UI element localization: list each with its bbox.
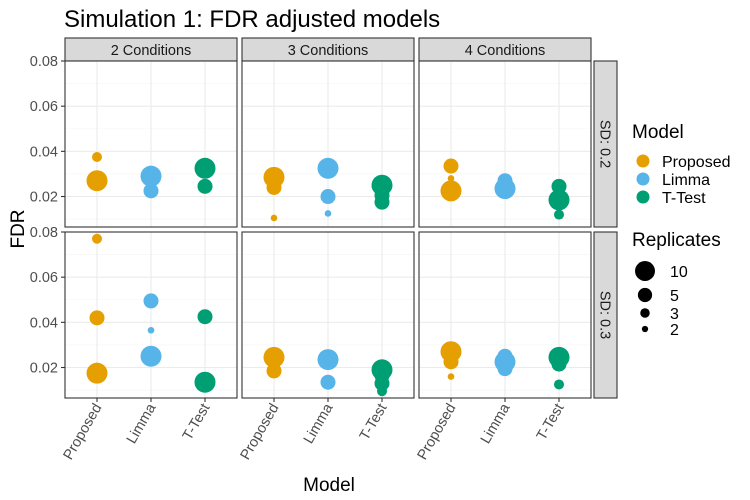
data-point xyxy=(89,310,105,326)
data-point xyxy=(443,158,459,174)
data-point xyxy=(320,189,336,205)
data-point xyxy=(551,356,567,372)
facet-strip-label: 4 Conditions xyxy=(465,43,546,59)
data-point xyxy=(197,178,213,194)
data-point xyxy=(266,363,282,379)
facet-strip-label: 2 Conditions xyxy=(111,43,192,59)
data-point xyxy=(554,209,564,220)
data-point xyxy=(554,379,564,390)
y-axis-title: FDR xyxy=(8,209,29,248)
data-point xyxy=(320,374,336,390)
data-point xyxy=(92,151,102,162)
x-tick-label: Limma xyxy=(478,400,514,446)
legend-size-swatch xyxy=(640,308,650,318)
x-tick-label: Limma xyxy=(301,400,337,446)
x-tick-label: Proposed xyxy=(238,401,283,463)
legend-label: 5 xyxy=(670,288,679,305)
x-tick-label: T-Test xyxy=(180,401,214,443)
data-point xyxy=(86,362,108,384)
legend-swatch xyxy=(636,190,650,204)
chart-title: Simulation 1: FDR adjusted models xyxy=(64,6,440,33)
legend-size-swatch xyxy=(635,261,655,281)
data-point xyxy=(374,375,390,391)
legend-label: 3 xyxy=(670,306,679,323)
x-tick-label: T-Test xyxy=(357,401,391,443)
data-point xyxy=(443,354,459,370)
legend-label: Proposed xyxy=(662,154,731,171)
legend-label: Limma xyxy=(662,172,710,189)
legend-swatch xyxy=(636,154,650,168)
x-tick-label: T-Test xyxy=(534,401,568,443)
data-point xyxy=(140,345,162,367)
facet-strip-label: SD: 0.3 xyxy=(597,291,613,339)
legend-size-swatch xyxy=(637,287,653,303)
facet-strip-label: SD: 0.2 xyxy=(597,120,613,168)
legend-label: T-Test xyxy=(662,190,706,207)
y-tick-label: 0.04 xyxy=(30,315,58,331)
data-point xyxy=(270,214,278,222)
y-tick-label: 0.08 xyxy=(30,54,58,70)
facet-panel xyxy=(64,231,238,399)
legend-label: 10 xyxy=(670,264,688,281)
x-axis-title: Model xyxy=(303,475,355,496)
y-tick-label: 0.08 xyxy=(30,225,58,241)
data-point xyxy=(497,361,513,377)
data-point xyxy=(447,373,455,380)
legend-title-model: Model xyxy=(632,122,684,143)
data-point xyxy=(548,189,570,211)
data-point xyxy=(194,157,216,179)
facet-panel xyxy=(418,231,592,399)
data-point xyxy=(266,179,282,195)
legend-title-replicates: Replicates xyxy=(632,230,721,251)
data-point xyxy=(140,165,162,187)
data-point xyxy=(147,326,155,334)
data-point xyxy=(197,309,213,325)
data-point xyxy=(317,157,339,179)
y-tick-label: 0.02 xyxy=(30,190,58,206)
data-point xyxy=(86,170,108,192)
data-point xyxy=(263,346,285,368)
data-point xyxy=(494,178,516,200)
panel-border xyxy=(418,60,592,228)
x-tick-label: Limma xyxy=(124,400,160,446)
y-tick-label: 0.06 xyxy=(30,99,58,115)
legend-size-swatch xyxy=(641,325,649,333)
x-tick-label: Proposed xyxy=(61,401,106,463)
data-point xyxy=(447,175,455,182)
data-point xyxy=(92,233,102,244)
facet-panel xyxy=(241,231,415,399)
facet-panel xyxy=(64,60,238,228)
panel-border xyxy=(241,60,415,228)
data-point xyxy=(317,349,339,371)
y-tick-label: 0.04 xyxy=(30,144,58,160)
panel-border xyxy=(64,60,238,228)
legend-label: 2 xyxy=(670,322,679,339)
data-point xyxy=(143,183,159,199)
x-tick-label: Proposed xyxy=(415,401,460,463)
data-point xyxy=(440,180,462,202)
data-point xyxy=(143,293,159,309)
data-point xyxy=(324,210,332,217)
data-point xyxy=(377,386,387,397)
facet-panel xyxy=(418,60,592,228)
facet-panel xyxy=(241,60,415,228)
legend-swatch xyxy=(636,172,650,186)
facet-strip-label: 3 Conditions xyxy=(288,43,369,59)
data-point xyxy=(194,371,216,393)
facet-strip-row xyxy=(593,231,618,399)
data-point xyxy=(374,194,390,210)
facet-strip-row xyxy=(593,60,618,228)
y-tick-label: 0.06 xyxy=(30,270,58,286)
y-tick-label: 0.02 xyxy=(30,361,58,377)
